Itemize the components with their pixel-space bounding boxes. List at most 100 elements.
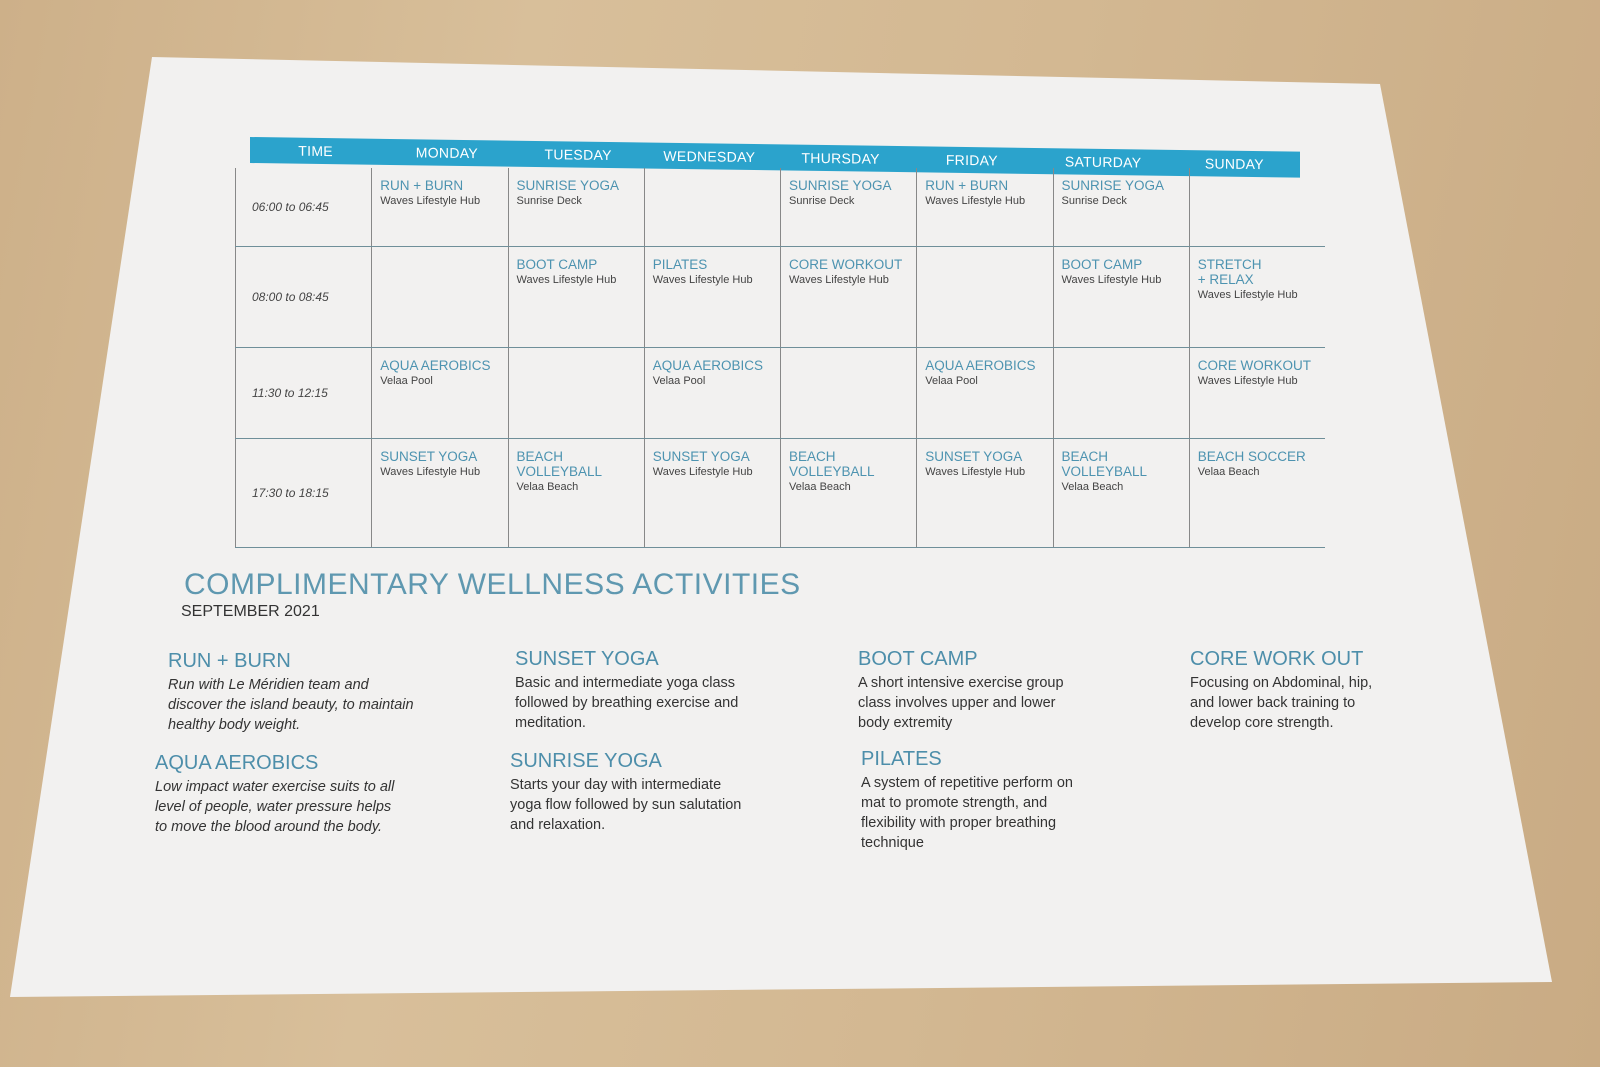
description-text: Basic and intermediate yoga class follow… xyxy=(515,675,739,731)
description-text: Low impact water exercise suits to all l… xyxy=(155,779,395,835)
activity-location: Waves Lifestyle Hub xyxy=(652,274,753,286)
flyer-title: COMPLIMENTARY WELLNESS ACTIVITIES xyxy=(184,568,801,601)
schedule-grid: 06:00 to 06:45 RUN + BURN Waves Lifestyle … xyxy=(235,168,1325,548)
activity-name: PILATES xyxy=(652,257,708,272)
activity-cell: SUNSET YOGA Waves Lifestyle Hub xyxy=(643,439,780,547)
activity-location: Sunrise Deck xyxy=(516,195,582,207)
activity-name: SUNSET YOGA xyxy=(380,449,478,464)
description-text: A system of repetitive perform on mat to… xyxy=(861,775,1073,851)
schedule-row: 11:30 to 12:15 AQUA AEROBICS Velaa Pool AQU… xyxy=(235,348,1325,439)
time-slot: 08:00 to 08:45 xyxy=(235,247,371,347)
activity-name: BEACH VOLLEYBALL xyxy=(516,449,603,479)
activity-cell: AQUA AEROBICS Velaa Pool xyxy=(371,348,507,438)
activity-name: AQUA AEROBICS xyxy=(925,358,1036,373)
activity-cell: SUNRISE YOGA Sunrise Deck xyxy=(507,168,644,246)
column-header-tuesday: TUESDAY xyxy=(544,146,612,164)
column-header-monday: MONDAY xyxy=(415,144,478,162)
activity-cell: BOOT CAMP Waves Lifestyle Hub xyxy=(507,247,644,347)
activity-name: RUN + BURN xyxy=(925,178,1009,193)
description-boot-camp: BOOT CAMP A short intensive exercise gro… xyxy=(858,648,1078,733)
activity-location: Waves Lifestyle Hub xyxy=(925,466,1026,478)
description-sunrise-yoga: SUNRISE YOGA Starts your day with interm… xyxy=(510,750,750,835)
activity-cell: BEACH VOLLEYBALL Velaa Beach xyxy=(507,439,644,547)
activity-name: SUNSET YOGA xyxy=(925,449,1023,464)
activity-cell: BEACH VOLLEYBALL Velaa Beach xyxy=(1052,439,1189,547)
activity-location: Sunrise Deck xyxy=(789,195,855,207)
description-title: SUNRISE YOGA xyxy=(510,750,662,772)
activity-name: SUNRISE YOGA xyxy=(1061,178,1165,193)
activity-cell: CORE WORKOUT Waves Lifestyle Hub xyxy=(780,247,916,347)
activity-location: Waves Lifestyle Hub xyxy=(789,274,889,286)
activity-location: Waves Lifestyle Hub xyxy=(380,195,481,207)
activity-name: SUNRISE YOGA xyxy=(516,178,620,193)
description-text: Run with Le Méridien team and discover t… xyxy=(168,677,414,733)
activity-location: Waves Lifestyle Hub xyxy=(1197,289,1298,301)
empty-cell xyxy=(780,348,916,438)
activity-location: Waves Lifestyle Hub xyxy=(516,274,617,286)
activity-location: Sunrise Deck xyxy=(1061,195,1127,207)
empty-cell xyxy=(371,247,507,347)
description-title: BOOT CAMP xyxy=(858,648,978,670)
activity-cell: BOOT CAMP Waves Lifestyle Hub xyxy=(1052,247,1189,347)
schedule-row: 08:00 to 08:45 BOOT CAMP Waves Lifestyle H… xyxy=(235,247,1325,348)
description-title: CORE WORK OUT xyxy=(1190,648,1364,670)
flyer-subtitle: SEPTEMBER 2021 xyxy=(181,603,320,620)
description-title: RUN + BURN xyxy=(168,650,291,672)
activity-cell: AQUA AEROBICS Velaa Pool xyxy=(916,348,1052,438)
schedule-row: 17:30 to 18:15 SUNSET YOGA Waves Lifestyle… xyxy=(235,439,1325,548)
activity-location: Velaa Pool xyxy=(925,375,978,387)
activity-cell: SUNSET YOGA Waves Lifestyle Hub xyxy=(916,439,1052,547)
activity-name: BEACH SOCCER xyxy=(1197,449,1306,464)
activity-cell: AQUA AEROBICS Velaa Pool xyxy=(643,348,780,438)
activity-cell: BEACH SOCCER Velaa Beach xyxy=(1188,439,1325,547)
schedule-row: 06:00 to 06:45 RUN + BURN Waves Lifestyle … xyxy=(235,168,1325,247)
description-core-workout: CORE WORK OUT Focusing on Abdominal, hip… xyxy=(1190,648,1380,733)
activity-location: Waves Lifestyle Hub xyxy=(925,195,1026,207)
activity-cell: SUNRISE YOGA Sunrise Deck xyxy=(1052,168,1189,246)
column-header-wednesday: WEDNESDAY xyxy=(663,147,756,166)
activity-cell: PILATES Waves Lifestyle Hub xyxy=(643,247,780,347)
activity-name: SUNSET YOGA xyxy=(652,449,750,464)
description-text: A short intensive exercise group class i… xyxy=(858,675,1064,731)
activity-name: BEACH VOLLEYBALL xyxy=(789,449,875,479)
activity-name: CORE WORKOUT xyxy=(1197,358,1311,373)
time-slot: 11:30 to 12:15 xyxy=(235,348,371,438)
activity-name: CORE WORKOUT xyxy=(789,257,903,272)
description-title: SUNSET YOGA xyxy=(515,648,659,670)
description-aqua-aerobics: AQUA AEROBICS Low impact water exercise … xyxy=(155,752,400,837)
activity-cell: RUN + BURN Waves Lifestyle Hub xyxy=(371,168,507,246)
activity-cell: SUNRISE YOGA Sunrise Deck xyxy=(780,168,916,246)
activity-location: Waves Lifestyle Hub xyxy=(1197,375,1298,387)
activity-name: BOOT CAMP xyxy=(516,257,598,272)
activity-location: Velaa Pool xyxy=(652,375,706,387)
activity-location: Velaa Beach xyxy=(1061,481,1124,493)
activity-cell: STRETCH + RELAX Waves Lifestyle Hub xyxy=(1188,247,1325,347)
activity-cell: BEACH VOLLEYBALL Velaa Beach xyxy=(780,439,916,547)
time-slot: 17:30 to 18:15 xyxy=(235,439,371,547)
activity-name: AQUA AEROBICS xyxy=(380,358,491,373)
description-run-burn: RUN + BURN Run with Le Méridien team and… xyxy=(168,650,418,735)
empty-cell xyxy=(916,247,1052,347)
activity-location: Waves Lifestyle Hub xyxy=(380,466,481,478)
activity-name: RUN + BURN xyxy=(380,178,464,193)
empty-cell xyxy=(507,348,644,438)
activity-location: Waves Lifestyle Hub xyxy=(652,466,753,478)
column-header-time: TIME xyxy=(298,142,333,160)
activity-location: Velaa Beach xyxy=(516,481,579,493)
activity-name: BOOT CAMP xyxy=(1061,257,1143,272)
description-pilates: PILATES A system of repetitive perform o… xyxy=(861,748,1081,853)
activity-name: STRETCH + RELAX xyxy=(1197,257,1262,287)
activity-cell: SUNSET YOGA Waves Lifestyle Hub xyxy=(371,439,507,547)
empty-cell xyxy=(1052,348,1189,438)
time-slot: 06:00 to 06:45 xyxy=(235,168,371,246)
description-sunset-yoga: SUNSET YOGA Basic and intermediate yoga … xyxy=(515,648,755,733)
description-title: AQUA AEROBICS xyxy=(155,752,319,774)
activity-cell: CORE WORKOUT Waves Lifestyle Hub xyxy=(1188,348,1325,438)
description-text: Starts your day with intermediate yoga f… xyxy=(510,777,742,833)
activity-name: AQUA AEROBICS xyxy=(652,358,764,373)
activity-location: Waves Lifestyle Hub xyxy=(1061,274,1162,286)
description-text: Focusing on Abdominal, hip, and lower ba… xyxy=(1190,675,1373,731)
activity-location: Velaa Beach xyxy=(1197,466,1260,478)
activity-name: BEACH VOLLEYBALL xyxy=(1061,449,1148,479)
activity-location: Velaa Beach xyxy=(789,481,851,493)
